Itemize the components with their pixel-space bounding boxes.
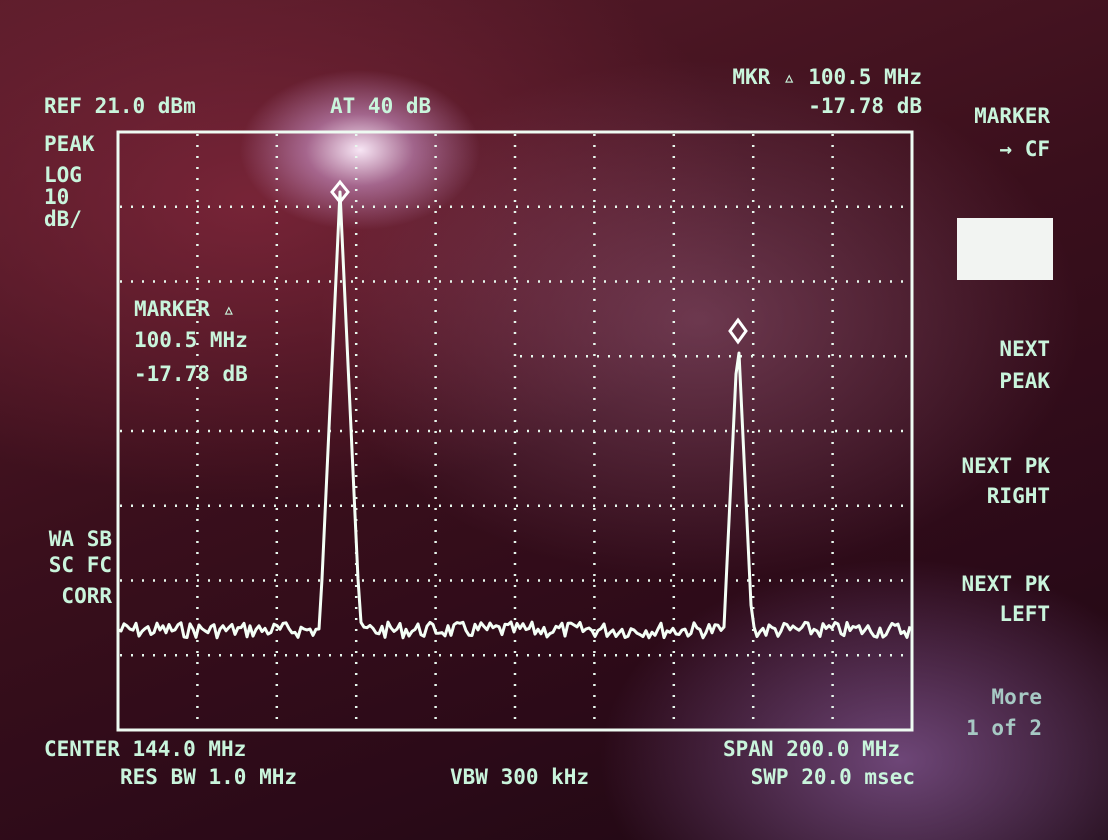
attenuation: AT 40 dB xyxy=(330,94,431,118)
softkey-label[interactable]: NEXT xyxy=(999,337,1050,361)
softkey-label[interactable]: MARKER xyxy=(974,104,1050,128)
softkey-label[interactable]: NEXT PK xyxy=(961,572,1050,596)
softkey-label[interactable]: PEAK xyxy=(999,369,1050,393)
softkey-label[interactable]: RIGHT xyxy=(987,484,1050,508)
scale-unit: dB/ xyxy=(44,207,82,231)
res-bw: RES BW 1.0 MHz xyxy=(120,765,297,789)
sweep-time: SWP 20.0 msec xyxy=(751,765,915,789)
softkey-label[interactable]: LEFT xyxy=(999,602,1050,626)
span: SPAN 200.0 MHz xyxy=(723,737,900,761)
vbw: VBW 300 kHz xyxy=(450,765,589,789)
graticule-frame xyxy=(116,130,914,732)
trace xyxy=(117,190,912,640)
marker-frequency: MKR ▵ 100.5 MHz xyxy=(732,65,922,89)
softkey-label[interactable]: 1 of 2 xyxy=(966,716,1042,740)
marker-readout-amplitude: -17.78 dB xyxy=(134,362,248,386)
marker-diamond xyxy=(330,179,350,205)
status: CORR xyxy=(61,584,112,608)
graticule xyxy=(120,134,910,728)
ref-level: REF 21.0 dBm xyxy=(44,94,196,118)
detector: PEAK xyxy=(44,132,95,156)
marker-amplitude: -17.78 dB xyxy=(808,94,922,118)
scale-type: LOG xyxy=(44,163,82,187)
marker-readout-frequency: 100.5 MHz xyxy=(134,328,248,352)
softkey-blank[interactable] xyxy=(957,218,1053,280)
status: WA SB xyxy=(49,527,112,551)
softkey-label[interactable]: More xyxy=(991,685,1042,709)
scale-value: 10 xyxy=(44,185,69,209)
delta-marker-diamond xyxy=(728,317,748,345)
softkey-label[interactable]: → CF xyxy=(999,137,1050,161)
center-frequency: CENTER 144.0 MHz xyxy=(44,737,246,761)
status: SC FC xyxy=(49,553,112,577)
softkey-label[interactable]: NEXT PK xyxy=(961,454,1050,478)
marker-title: MARKER ▵ xyxy=(134,297,235,321)
